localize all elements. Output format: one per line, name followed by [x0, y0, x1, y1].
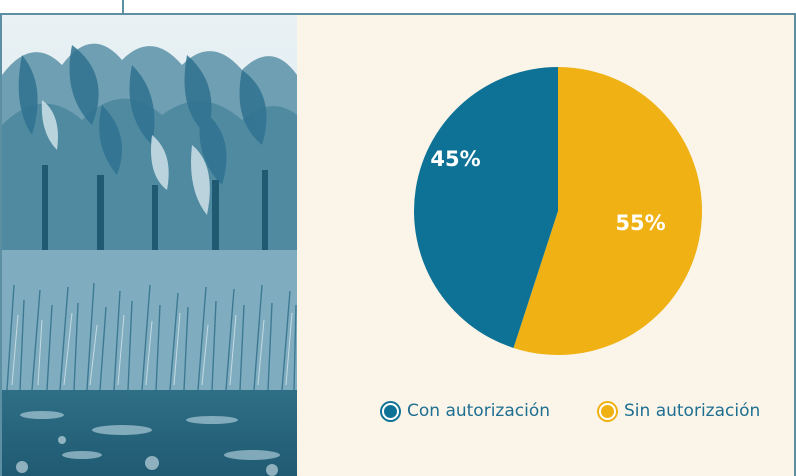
legend-label-con-autorizacion: Con autorización — [407, 401, 551, 421]
photo-illustration — [2, 15, 297, 476]
pie-slice-sin-autorizacion — [513, 67, 702, 356]
legend-swatch-con-autorizacion — [382, 402, 399, 420]
pie-label-sin-autorizacion: 55% — [615, 211, 665, 235]
banana-plantation-photo — [2, 15, 297, 476]
chart-panel: 55% 45% Con autorización Sin autorización — [297, 15, 794, 476]
pie-label-con-autorizacion: 45% — [430, 147, 480, 171]
legend-item-sin-autorizacion: Sin autorización — [599, 400, 760, 422]
legend-label-sin-autorizacion: Sin autorización — [624, 401, 761, 421]
right-border-rule — [794, 13, 796, 476]
top-border-rule — [0, 13, 796, 15]
pie-chart: 55% 45% — [414, 67, 702, 356]
pie-slice-con-autorizacion — [414, 67, 558, 348]
legend-item-con-autorizacion: Con autorización — [382, 400, 550, 422]
top-tick-mark — [122, 0, 124, 14]
left-border-rule — [0, 13, 2, 476]
legend-swatch-sin-autorizacion — [599, 402, 616, 420]
